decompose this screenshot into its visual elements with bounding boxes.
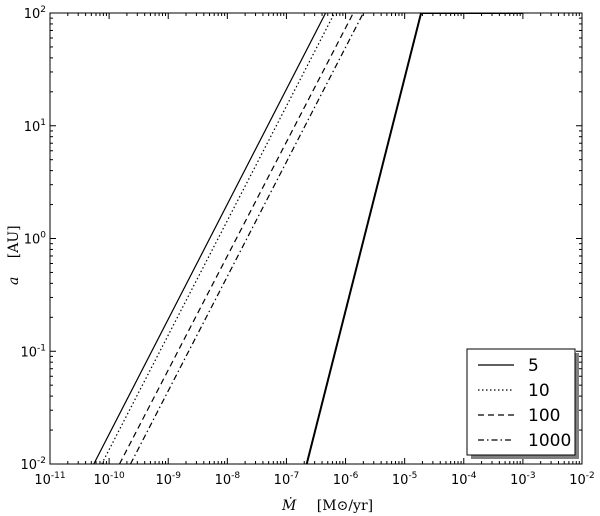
tick-exponent: -8 <box>231 471 240 481</box>
tick-exponent: -6 <box>349 471 358 481</box>
tick-base: 10 <box>451 473 468 488</box>
tick-base: 10 <box>510 473 527 488</box>
tick-label: 101 <box>24 118 46 135</box>
tick-exponent: 2 <box>40 5 46 15</box>
tick-label: 10-5 <box>392 471 418 488</box>
y-axis-label: a [AU] <box>6 225 22 285</box>
tick-label: 10-2 <box>20 456 46 473</box>
legend-box <box>466 348 576 456</box>
legend-label: 1000 <box>528 431 571 451</box>
tick-base: 10 <box>569 473 586 488</box>
tick-exponent: -11 <box>51 471 66 481</box>
tick-label: 10-1 <box>20 343 46 360</box>
tick-label: 10-4 <box>451 471 477 488</box>
axis-ticks <box>49 12 583 465</box>
tick-label: 10-7 <box>274 471 300 488</box>
tick-label: 10-6 <box>333 471 359 488</box>
series-line-3 <box>129 13 364 464</box>
tick-base: 10 <box>215 473 232 488</box>
series-line-4 <box>305 13 423 464</box>
tick-label: 10-2 <box>569 471 595 488</box>
tick-base: 10 <box>24 233 41 248</box>
y-axis-unit: [AU] <box>6 225 22 258</box>
x-axis-unit: [M⊙/yr] <box>317 498 373 514</box>
tick-exponent: -3 <box>527 471 536 481</box>
tick-label: 10-3 <box>510 471 536 488</box>
series-lines <box>93 13 523 464</box>
tick-base: 10 <box>20 345 37 360</box>
tick-exponent: -2 <box>586 471 595 481</box>
tick-base: 10 <box>93 473 110 488</box>
tick-label: 10-8 <box>215 471 241 488</box>
tick-exponent: -5 <box>408 471 417 481</box>
tick-base: 10 <box>24 120 41 135</box>
tick-label: 10-10 <box>93 471 125 488</box>
tick-base: 10 <box>20 458 37 473</box>
tick-exponent: -4 <box>468 471 477 481</box>
tick-label: 10-11 <box>34 471 65 488</box>
tick-label: 102 <box>24 5 46 22</box>
tick-base: 10 <box>155 473 172 488</box>
y-axis-symbol: a <box>6 277 22 285</box>
x-axis-label: Ṁ [M⊙/yr] <box>281 496 373 514</box>
tick-exponent: -2 <box>37 456 46 466</box>
tick-exponent: -9 <box>172 471 181 481</box>
tick-exponent: -10 <box>110 471 125 481</box>
series-line-0 <box>93 13 327 464</box>
series-line-1 <box>101 13 336 464</box>
x-axis-symbol: Ṁ <box>281 496 297 514</box>
tick-label: 10-9 <box>155 471 181 488</box>
tick-base: 10 <box>333 473 350 488</box>
tick-exponent: -1 <box>37 343 46 353</box>
tick-base: 10 <box>392 473 409 488</box>
tick-label: 100 <box>24 231 47 248</box>
series-line-2 <box>118 13 354 464</box>
legend-label: 10 <box>528 381 550 401</box>
legend-label: 5 <box>528 356 539 376</box>
tick-exponent: -7 <box>290 471 299 481</box>
tick-exponent: 0 <box>40 231 46 241</box>
tick-base: 10 <box>34 473 51 488</box>
tick-base: 10 <box>24 7 41 22</box>
tick-base: 10 <box>274 473 291 488</box>
tick-exponent: 1 <box>40 118 46 128</box>
legend-label: 100 <box>528 406 560 426</box>
tick-labels: 10-11 10-10 10-9 10-8 10-7 10-6 10-5 10-4 10-3 10… <box>20 5 594 488</box>
legend: 5 10 100 1000 <box>466 348 579 459</box>
